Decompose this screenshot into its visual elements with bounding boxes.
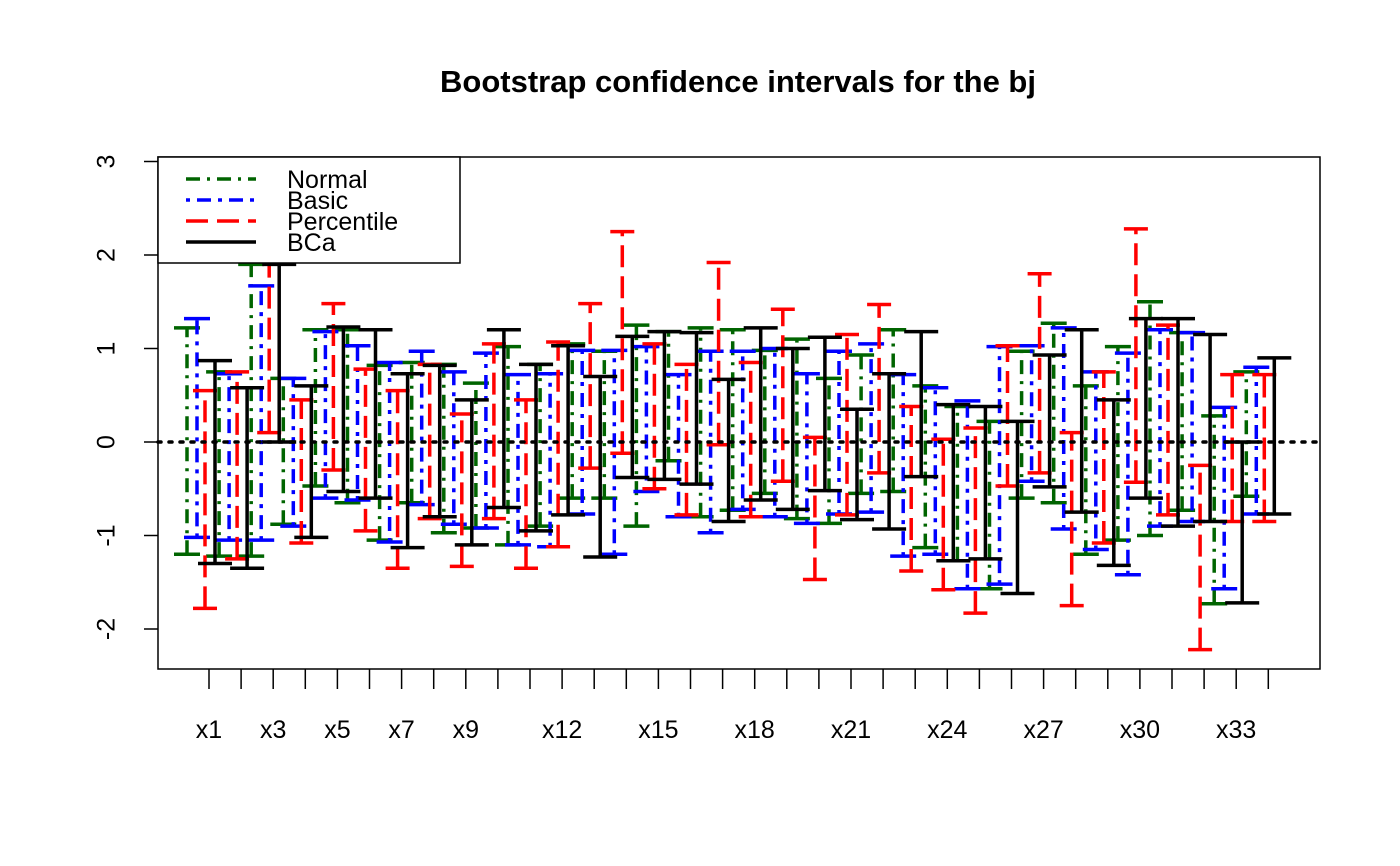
series-percentile	[193, 227, 1277, 652]
legend-box	[157, 156, 461, 264]
x-tick-label: x33	[1216, 716, 1256, 744]
x-tick-label: x7	[388, 716, 414, 744]
y-tick-label: 0	[93, 435, 121, 449]
y-tick-label: 3	[93, 155, 121, 169]
x-tick-label: x21	[831, 716, 871, 744]
series-bca	[198, 262, 1292, 605]
legend-label: BCa	[287, 229, 336, 257]
legend-label: Basic	[287, 187, 348, 215]
y-tick-label: -2	[93, 618, 121, 640]
plot-frame	[157, 156, 1321, 670]
y-tick-label: 1	[93, 342, 121, 356]
axes: -2 -1 0 1 2 3 x1 x3 x5 x7 x9 x12 x15 x18 x21 x24 x27 x30 x…	[93, 155, 1322, 744]
series-normal	[174, 262, 1260, 606]
x-tick-label: x5	[324, 716, 350, 744]
y-tick-label: -1	[93, 524, 121, 546]
x-tick-label: x1	[196, 716, 222, 744]
x-tick-label: x3	[260, 716, 286, 744]
interval-bars	[174, 227, 1292, 652]
chart-title: Bootstrap confidence intervals for the b…	[440, 64, 1036, 99]
series-basic	[184, 284, 1270, 591]
x-tick-label: x15	[638, 716, 678, 744]
x-tick-label: x30	[1120, 716, 1160, 744]
y-tick-label: 2	[93, 248, 121, 262]
x-tick-label: x24	[927, 716, 967, 744]
x-tick-label: x9	[453, 716, 479, 744]
x-tick-label: x27	[1023, 716, 1063, 744]
legend-label: Percentile	[287, 208, 398, 236]
x-tick-label: x12	[542, 716, 582, 744]
x-tick-label: x18	[735, 716, 775, 744]
legend-label: Normal	[287, 166, 368, 194]
